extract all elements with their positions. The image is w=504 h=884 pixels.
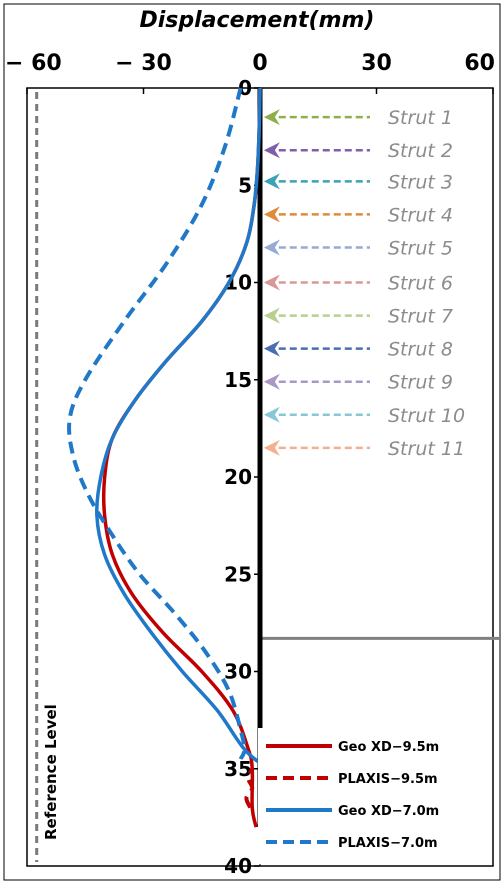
strut-arrow: Strut 2 — [263, 140, 453, 162]
strut-arrow-head — [263, 239, 280, 256]
strut-label: Strut 5 — [388, 237, 453, 259]
series-line-geo-xd-7-0m — [95, 87, 285, 780]
strut-arrow: Strut 11 — [263, 438, 465, 460]
strut-arrow-head — [263, 206, 280, 223]
strut-label: Strut 2 — [388, 140, 453, 162]
legend-label: PLAXIS−9.5m — [338, 772, 438, 787]
strut-arrow: Strut 4 — [263, 204, 453, 226]
legend: Geo XD−9.5m PLAXIS−9.5m Geo XD−7.0m PLAXIS−… — [258, 728, 492, 864]
strut-label: Strut 10 — [388, 405, 465, 427]
strut-label: Strut 7 — [388, 306, 453, 328]
y-tick-label: 20 — [224, 465, 252, 489]
series-lines — [67, 87, 285, 828]
strut-label: Strut 6 — [388, 273, 453, 295]
strut-arrow: Strut 1 — [263, 107, 453, 129]
x-tick-labels: − 60 − 30 0 30 60 — [5, 51, 495, 94]
strut-arrow: Strut 5 — [263, 237, 453, 259]
strut-arrow: Strut 3 — [263, 171, 453, 193]
legend-label: PLAXIS−7.0m — [338, 836, 438, 851]
strut-label: Strut 11 — [388, 438, 465, 460]
legend-item: PLAXIS−9.5m — [266, 772, 438, 787]
y-tick-label: 0 — [238, 76, 252, 100]
legend-label: Geo XD−9.5m — [338, 740, 439, 755]
strut-arrow-head — [263, 406, 280, 423]
y-tick-label: 30 — [224, 660, 252, 684]
strut-arrow: Strut 7 — [263, 306, 453, 328]
y-tick-label: 15 — [224, 368, 252, 392]
y-tick-label: 40 — [224, 854, 252, 878]
reference-level: Reference Level — [35, 92, 60, 862]
x-tick-label: − 60 — [5, 51, 62, 76]
strut-arrow-head — [263, 340, 280, 357]
legend-box — [258, 728, 492, 864]
strut-arrow-head — [263, 109, 280, 126]
strut-arrow-head — [263, 373, 280, 390]
reference-level-label: Reference Level — [42, 704, 60, 840]
strut-label: Strut 3 — [388, 171, 453, 193]
legend-item: Geo XD−7.0m — [266, 804, 439, 819]
x-tick-label: 0 — [252, 51, 267, 76]
x-tick-label: 60 — [464, 51, 495, 76]
y-tick-label: 35 — [224, 757, 252, 781]
legend-item: PLAXIS−7.0m — [266, 836, 438, 851]
strut-arrow-head — [263, 439, 280, 456]
x-tick-label: 30 — [361, 51, 392, 76]
strut-arrow: Strut 10 — [263, 405, 465, 427]
strut-arrows: Strut 1 Strut 2 Strut 3 Strut 4 Strut 5 Strut… — [263, 107, 465, 460]
x-axis-title: Displacement(mm) — [140, 8, 375, 33]
y-tick-label: 25 — [224, 562, 252, 586]
strut-arrow-head — [263, 142, 280, 159]
strut-label: Strut 4 — [388, 204, 453, 226]
strut-arrow: Strut 8 — [263, 339, 453, 361]
strut-label: Strut 8 — [388, 339, 453, 361]
legend-item: Geo XD−9.5m — [266, 740, 439, 755]
strut-arrow: Strut 9 — [263, 372, 453, 394]
y-tick-label: 5 — [238, 173, 252, 197]
chart-frame — [3, 3, 501, 881]
strut-label: Strut 9 — [388, 372, 453, 394]
strut-arrow: Strut 6 — [263, 273, 453, 295]
series-line-plaxis-9-5m — [244, 767, 255, 809]
strut-arrow-head — [263, 173, 280, 190]
strut-label: Strut 1 — [388, 107, 453, 129]
legend-label: Geo XD−7.0m — [338, 804, 439, 819]
strut-arrow-head — [263, 274, 280, 291]
series-line-plaxis-7-0m — [67, 87, 247, 760]
x-tick-label: − 30 — [115, 51, 172, 76]
strut-arrow-head — [263, 307, 280, 324]
